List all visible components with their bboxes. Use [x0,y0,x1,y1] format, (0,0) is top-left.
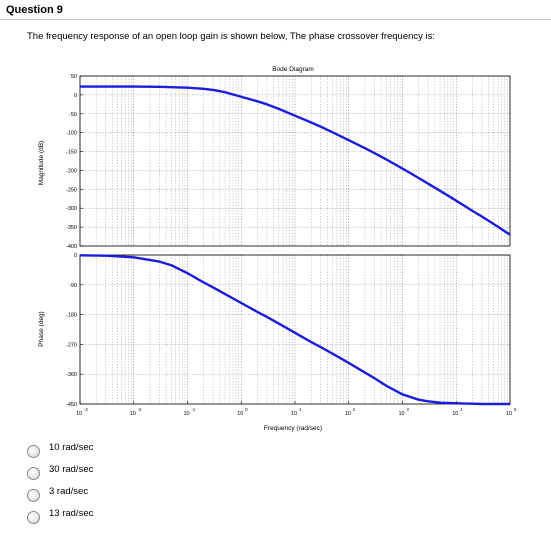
x-tick-label-base: 10 [398,411,404,417]
x-tick-label-exponent: 3 [407,407,410,412]
x-axis-label: Frequency (rad/sec) [264,425,322,432]
x-tick-label-exponent: -1 [192,407,196,412]
phase-ytick-label: -360 [66,372,77,378]
magnitude-ytick-label: -150 [66,150,77,156]
magnitude-ytick-label: -350 [66,225,77,231]
phase-response-line [79,254,510,406]
bode-diagram: Bode Diagram Frequency (rad/sec) Magnitu… [38,66,517,432]
question-header: Question 9 [0,0,551,20]
phase-ytick-label: -270 [66,342,77,348]
x-tick-label-exponent: -3 [84,407,88,412]
magnitude-response-line [80,85,511,236]
x-tick-label-base: 10 [130,411,136,417]
answer-option[interactable]: 3 rad/sec [27,486,227,507]
magnitude-ytick-label: -100 [66,131,77,137]
phase-ytick-label: 0 [74,253,77,259]
x-tick-label-base: 10 [183,411,189,417]
x-tick-label-exponent: 0 [245,407,248,412]
answer-option[interactable]: 13 rad/sec [27,508,227,529]
option-label: 13 rad/sec [49,508,94,519]
magnitude-ytick-label: -250 [66,187,77,193]
magnitude-ytick-label: -300 [66,206,77,212]
answer-option[interactable]: 30 rad/sec [27,464,227,485]
question-prompt: The frequency response of an open loop g… [27,31,436,42]
phase-axis-label: Phase (deg) [38,311,45,346]
x-tick-label-base: 10 [345,411,351,417]
x-tick-label-exponent: 1 [299,407,302,412]
question-title: Question 9 [6,4,63,16]
x-tick-label-exponent: 4 [460,407,463,412]
phase-ytick-label: -450 [66,402,77,408]
magnitude-ytick-label: -200 [66,168,77,174]
magnitude-axis-label: Magnitude (dB) [38,141,45,185]
x-tick-label-base: 10 [452,411,458,417]
magnitude-ytick-label: 0 [74,93,77,99]
x-tick-label-base: 10 [237,411,243,417]
phase-ytick-label: -90 [69,283,77,289]
x-tick-label-exponent: 5 [514,407,517,412]
option-label: 30 rad/sec [49,464,94,475]
option-label: 10 rad/sec [49,442,94,453]
x-tick-label-base: 10 [506,411,512,417]
option-label: 3 rad/sec [49,486,89,497]
phase-ytick-label: -180 [66,313,77,319]
magnitude-ytick-label: -50 [69,112,77,118]
magnitude-frame [79,75,511,247]
magnitude-ytick-label: 50 [71,74,77,80]
radio-button[interactable] [27,511,40,524]
magnitude-ytick-label: -400 [66,244,77,250]
radio-button[interactable] [27,467,40,480]
answer-option[interactable]: 10 rad/sec [27,442,227,463]
x-tick-label-exponent: -2 [138,407,142,412]
chart-title: Bode Diagram [272,66,314,73]
radio-button[interactable] [27,489,40,502]
x-tick-label-base: 10 [291,411,297,417]
x-tick-label-exponent: 2 [353,407,356,412]
x-tick-label-base: 10 [76,411,82,417]
radio-button[interactable] [27,445,40,458]
